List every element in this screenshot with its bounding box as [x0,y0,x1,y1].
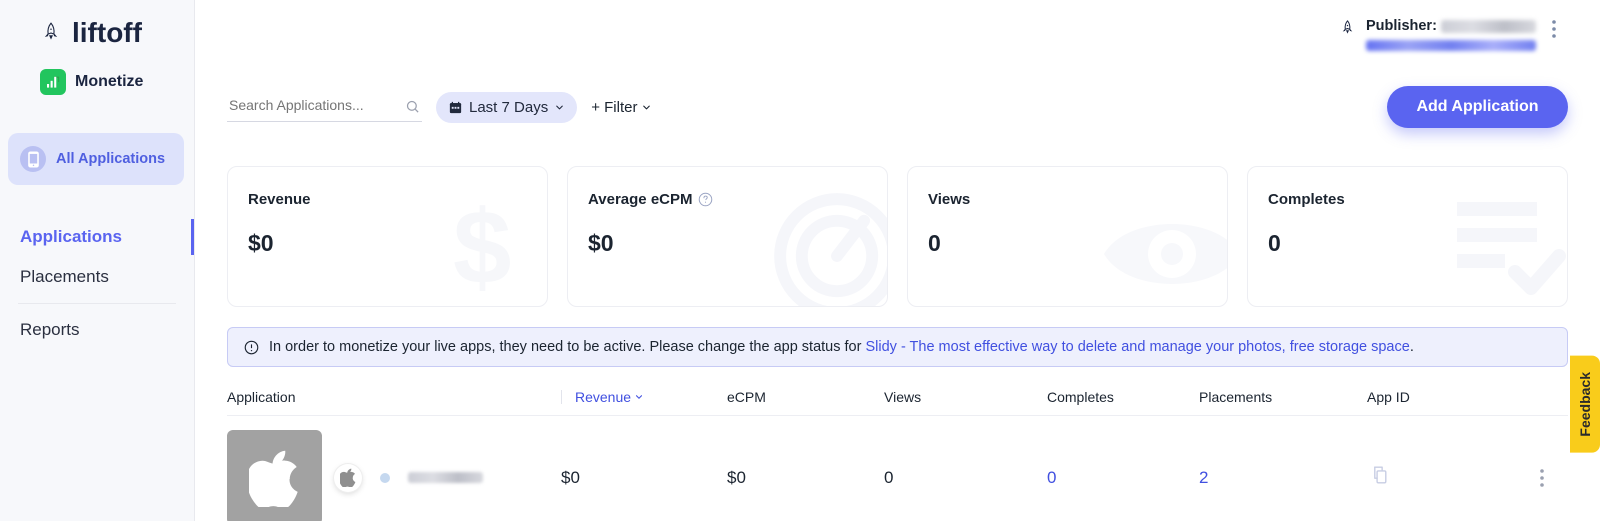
svg-text:$: $ [453,193,511,298]
